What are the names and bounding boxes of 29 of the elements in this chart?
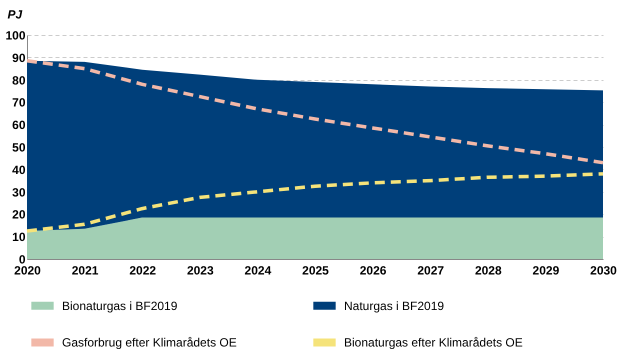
y-tick-label: 10 (12, 230, 26, 244)
y-tick-label: 40 (12, 162, 26, 177)
y-tick-label: 20 (12, 208, 26, 222)
legend-label: Bionaturgas i BF2019 (62, 298, 178, 313)
y-tick-label: 60 (12, 118, 26, 132)
line-series (25, 59, 605, 164)
y-axis-title: PJ (8, 8, 23, 22)
x-tick-label: 2023 (186, 264, 214, 278)
y-tick-label: 70 (12, 96, 26, 110)
y-tick-label: 100 (5, 28, 26, 42)
legend-label: Naturgas i BF2019 (344, 298, 444, 313)
x-tick-label: 2028 (474, 264, 502, 278)
y-tick-label: 30 (12, 185, 26, 200)
y-tick-label: 80 (12, 73, 26, 88)
legend-label: Bionaturgas efter Klimarådets OE (344, 336, 523, 350)
y-tick-label: 90 (12, 50, 26, 65)
x-tick-label: 2021 (72, 264, 99, 278)
x-tick-label: 2029 (532, 264, 560, 278)
y-tick-label: 0 (18, 252, 26, 266)
x-tick-label: 2026 (360, 264, 387, 278)
x-tick-label: 2030 (590, 264, 618, 278)
x-tick-label: 2022 (129, 264, 156, 278)
y-tick-label: 50 (12, 140, 26, 154)
legend-label: Gasforbrug efter Klimarådets OE (62, 336, 237, 350)
x-tick-label: 2025 (302, 264, 330, 278)
x-tick-label: 2024 (244, 264, 272, 278)
line-series (25, 172, 605, 233)
x-tick-label: 2020 (14, 264, 42, 278)
x-tick-label: 2027 (417, 264, 444, 278)
